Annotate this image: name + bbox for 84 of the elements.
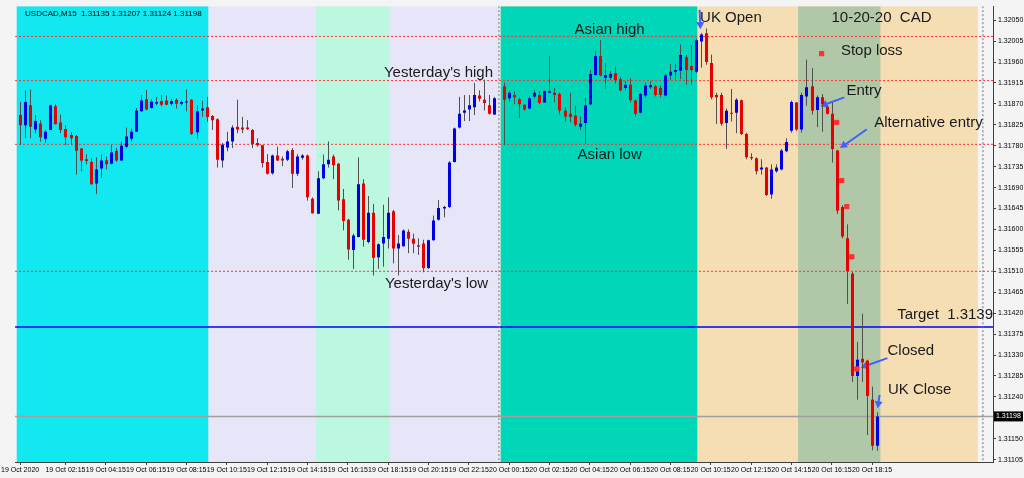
candlestick bbox=[134, 107, 139, 133]
annotation: Alternative entry bbox=[874, 113, 984, 131]
candlestick bbox=[436, 199, 441, 222]
candlestick bbox=[376, 242, 381, 270]
candlestick bbox=[472, 82, 477, 116]
candlestick bbox=[815, 95, 820, 128]
candlestick bbox=[684, 54, 689, 86]
candlestick bbox=[547, 55, 552, 94]
candlestick bbox=[124, 127, 129, 149]
candlestick bbox=[638, 92, 643, 115]
candlestick bbox=[295, 153, 300, 177]
candlestick bbox=[58, 114, 63, 134]
candlestick bbox=[431, 215, 436, 242]
annotation: Closed bbox=[887, 340, 935, 358]
candlestick bbox=[321, 154, 326, 180]
annotation: Asian low bbox=[577, 145, 642, 163]
candlestick bbox=[502, 81, 507, 146]
candlestick bbox=[38, 119, 43, 143]
candlestick bbox=[411, 233, 416, 254]
candlestick bbox=[33, 114, 38, 134]
annotation: Yesterday's low bbox=[384, 274, 489, 292]
candlestick bbox=[250, 128, 255, 149]
annotation: Stop loss bbox=[840, 41, 903, 59]
candlestick bbox=[74, 134, 79, 176]
candlestick bbox=[734, 97, 739, 134]
chart-title: USDCAD,M15 1.31135 1.31207 1.31124 1.31198 bbox=[25, 9, 203, 19]
candlestick bbox=[28, 88, 33, 139]
point bbox=[849, 254, 855, 260]
point bbox=[834, 119, 840, 126]
annotation: Yesterday's high bbox=[383, 62, 494, 80]
candlestick bbox=[225, 131, 230, 152]
candlestick bbox=[18, 101, 23, 146]
candlestick bbox=[628, 77, 633, 103]
candlestick bbox=[94, 156, 99, 195]
candlestick bbox=[457, 96, 462, 130]
candlestick bbox=[699, 32, 704, 69]
candlestick bbox=[482, 79, 487, 111]
candlestick bbox=[220, 142, 225, 169]
candlestick bbox=[381, 204, 386, 268]
candlestick bbox=[804, 59, 809, 107]
candlestick bbox=[583, 96, 588, 145]
candlestick bbox=[99, 154, 104, 179]
candlestick bbox=[487, 94, 492, 116]
candlestick bbox=[744, 132, 749, 160]
annotation: Entry bbox=[846, 80, 882, 98]
candlestick bbox=[779, 148, 784, 171]
candlestick bbox=[517, 96, 522, 119]
candlestick bbox=[573, 105, 578, 128]
candlestick bbox=[593, 50, 598, 76]
annotation: UK Close bbox=[887, 379, 952, 397]
candlestick bbox=[144, 89, 149, 111]
candlestick bbox=[396, 234, 401, 276]
candlestick bbox=[557, 91, 562, 116]
candlestick bbox=[331, 154, 336, 180]
candlestick bbox=[290, 147, 295, 189]
candlestick bbox=[406, 228, 411, 254]
point bbox=[839, 177, 845, 184]
candlestick bbox=[89, 157, 94, 186]
candlestick bbox=[568, 92, 573, 123]
candlestick bbox=[230, 124, 235, 149]
annotation: Target 1.3139 bbox=[897, 305, 994, 323]
candlestick bbox=[63, 124, 68, 146]
point bbox=[818, 51, 825, 57]
annotation: UK Open bbox=[700, 8, 762, 26]
candlestick bbox=[195, 104, 200, 140]
point bbox=[854, 366, 860, 372]
candlestick bbox=[598, 39, 603, 77]
candlestick bbox=[678, 43, 683, 80]
candlestick bbox=[265, 153, 270, 176]
candlestick bbox=[205, 96, 210, 123]
candlestick bbox=[341, 188, 346, 231]
candlestick bbox=[23, 89, 28, 139]
candlestick bbox=[184, 88, 189, 112]
candlestick bbox=[467, 94, 472, 122]
annotation: Asian high bbox=[574, 20, 645, 38]
annotation: 10-20-20 CAD bbox=[831, 8, 932, 26]
candlestick bbox=[462, 94, 467, 122]
point bbox=[844, 204, 850, 210]
candlestick bbox=[729, 88, 734, 123]
candlestick bbox=[689, 45, 694, 86]
candlestick bbox=[79, 147, 84, 172]
candlestick bbox=[603, 62, 608, 90]
candlestick bbox=[351, 233, 356, 270]
candlestick bbox=[724, 108, 729, 150]
